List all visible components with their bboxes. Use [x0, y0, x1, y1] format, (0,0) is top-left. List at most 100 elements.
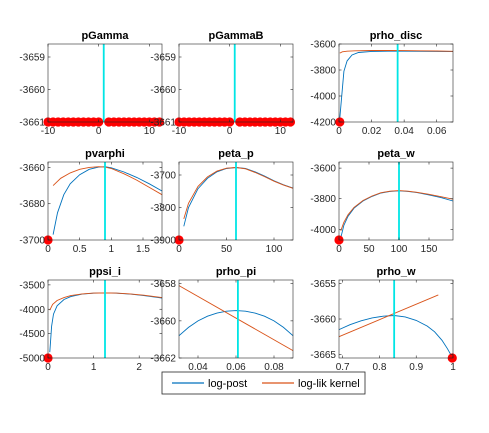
y-tick-label: -3660: [150, 316, 176, 327]
x-tick-label: 1: [450, 362, 456, 373]
subplot-title: peta_p: [218, 148, 254, 160]
x-tick-label: 10: [144, 126, 156, 137]
y-tick-label: -3659: [150, 53, 176, 64]
x-tick-label: 0.04: [188, 362, 208, 373]
x-tick-label: 0.9: [409, 362, 423, 373]
y-tick-label: -3800: [310, 194, 336, 205]
plot-area: [179, 280, 293, 358]
y-tick-label: -3900: [150, 236, 176, 247]
y-tick-label: -3660: [19, 85, 45, 96]
series-line-lik: [338, 294, 439, 338]
subplot-pgammab: pGammaB -10 0 10 -3659 -3660 -3661: [150, 30, 296, 137]
y-tick-label: -3659: [19, 53, 45, 64]
axes-box: [47, 279, 163, 359]
plot-area: [48, 44, 162, 122]
x-tick-label: 0: [45, 362, 51, 373]
subplot-peta-p: peta_p 0 50 100 -3700 -3800 -3900: [150, 148, 294, 255]
x-tick-label: 0.8: [372, 362, 386, 373]
x-tick-label: 0: [176, 244, 182, 255]
x-tick-label: 1: [109, 244, 115, 255]
y-tick-label: -3661: [19, 118, 45, 129]
x-tick-label: 100: [266, 244, 283, 255]
x-tick-label: 50: [221, 244, 233, 255]
plot-area: [339, 162, 453, 240]
subplot-title: peta_w: [377, 148, 415, 160]
legend-label-post: log-post: [208, 378, 247, 390]
axes-box: [178, 43, 294, 123]
subplot-title: pGammaB: [208, 30, 263, 42]
subplot-peta-w: peta_w 0 50 100 150 -3600 -3800 -4000: [310, 148, 454, 255]
plot-area: [179, 44, 293, 122]
legend-label-lik: log-lik kernel: [298, 378, 360, 390]
axes-box: [47, 43, 163, 123]
y-tick-label: -4500: [19, 329, 45, 340]
x-tick-label: 0.08: [264, 362, 284, 373]
series-line-lik: [339, 50, 454, 54]
subplot-title: pvarphi: [85, 148, 125, 160]
y-tick-label: -3700: [19, 236, 45, 247]
y-tick-label: -3600: [310, 164, 336, 175]
x-tick-label: 100: [391, 244, 408, 255]
subplot-prho-w: prho_w 0.7 0.8 0.9 1 -3655 -3660 -3665: [310, 266, 457, 373]
y-tick-label: -3655: [310, 279, 336, 290]
x-tick-label: 0: [45, 244, 51, 255]
x-tick-label: 1: [91, 362, 97, 373]
x-tick-label: 1.5: [136, 244, 150, 255]
series-line-post: [338, 315, 453, 358]
series-line-lik: [340, 190, 454, 231]
y-tick-label: -3680: [19, 199, 45, 210]
y-tick-label: -3800: [310, 66, 336, 77]
y-tick-label: -3500: [19, 280, 45, 291]
x-tick-label: 150: [421, 244, 438, 255]
series-line-lik: [49, 292, 163, 311]
y-tick-label: -4000: [19, 305, 45, 316]
series-line-post: [339, 50, 454, 119]
x-tick-label: 0.7: [336, 362, 350, 373]
series-line-lik: [52, 166, 163, 196]
subplot-title: ppsi_i: [89, 266, 121, 278]
subplot-title: prho_w: [376, 266, 416, 278]
x-tick-label: 10: [275, 126, 287, 137]
y-tick-label: -3660: [310, 315, 336, 326]
y-tick-label: -3658: [150, 279, 176, 290]
series-line-post: [178, 310, 294, 337]
subplot-prho-pi: prho_pi 0.04 0.06 0.08 -3658 -3660 -3662: [150, 266, 294, 373]
legend: log-post log-lik kernel: [161, 371, 366, 395]
x-tick-label: 2: [136, 362, 142, 373]
y-tick-label: -5000: [19, 354, 45, 365]
subplot-title: pGamma: [81, 30, 129, 42]
y-tick-label: -3662: [150, 354, 176, 365]
axes-box: [178, 161, 294, 241]
subplot-pvarphi: pvarphi 0 0.5 1 1.5 -3660 -3680 -3700: [19, 148, 163, 255]
axes-box: [338, 43, 454, 123]
x-tick-label: 0: [227, 126, 233, 137]
x-tick-label: 0.02: [362, 126, 382, 137]
subplot-title: prho_pi: [216, 266, 256, 278]
y-tick-label: -4000: [310, 225, 336, 236]
subplot-pgamma: pGamma -10 0 10 -3659 -3660 -3661: [19, 30, 165, 137]
axes-box: [47, 161, 163, 241]
x-tick-label: 0: [336, 126, 342, 137]
x-tick-label: 50: [363, 244, 375, 255]
x-tick-label: 0.06: [226, 362, 246, 373]
y-tick-label: -3661: [150, 118, 176, 129]
plot-area: [339, 280, 453, 358]
axes-box: [338, 161, 454, 241]
plot-area: [339, 44, 453, 122]
x-tick-label: -10: [172, 126, 187, 137]
y-tick-label: -4200: [310, 118, 336, 129]
x-tick-label: 0.06: [427, 126, 447, 137]
x-tick-label: 0.5: [73, 244, 87, 255]
y-tick-label: -4000: [310, 92, 336, 103]
y-tick-label: -3700: [150, 171, 176, 182]
y-tick-label: -3660: [150, 85, 176, 96]
x-tick-label: 0.04: [394, 126, 414, 137]
subplot-title: prho_disc: [370, 30, 423, 42]
x-tick-label: 0: [336, 244, 342, 255]
subplot-ppsi-i: ppsi_i 0 1 2 -3500 -4000 -4500 -5000: [19, 266, 163, 373]
x-tick-label: 0: [96, 126, 102, 137]
x-tick-label: -10: [41, 126, 56, 137]
y-tick-label: -3660: [19, 163, 45, 174]
